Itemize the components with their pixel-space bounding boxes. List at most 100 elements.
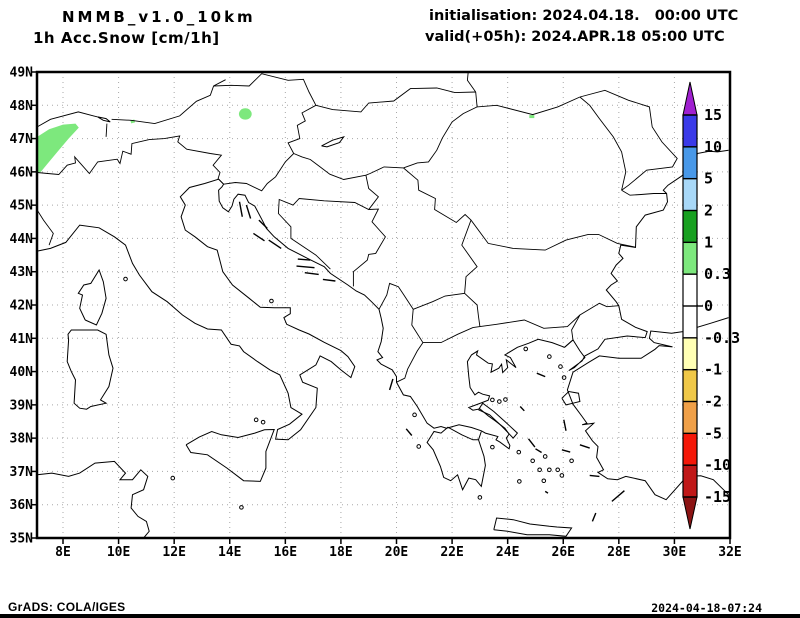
colorbar-segment [683,465,697,497]
island-dot [123,276,128,282]
country-border [466,72,477,93]
colorbar-segment [683,337,697,370]
lat-axis-label: 44N [10,232,34,247]
lon-axis-label: 12E [162,545,185,560]
lat-axis-label: 35N [10,531,34,546]
country-border [105,123,108,137]
country-border [479,302,619,329]
island-dot [542,454,548,459]
island [388,378,394,391]
country-border [287,104,317,154]
island [544,490,549,494]
island [296,265,315,269]
island [268,239,282,249]
lat-axis-label: 37N [10,465,34,480]
lon-axis-label: 18E [329,545,352,560]
init-time-label: initialisation: 2024.04.18. 00:00 UTC [429,8,739,24]
lon-axis-label: 10E [107,545,130,560]
island [535,448,542,454]
colorbar-level-label: -2 [704,393,722,411]
lat-axis-label: 41N [10,332,34,347]
country-border [413,219,478,310]
island-dot [416,444,422,449]
island-dot [558,364,563,369]
island [253,232,265,242]
country-border [352,208,386,287]
colorbar-level-label: -5 [704,424,722,442]
island-dot [523,346,529,352]
island-dot [260,419,266,425]
lon-axis-label: 26E [552,545,575,560]
lat-axis-label: 49N [10,66,34,81]
valid-time-label: valid(+05h): 2024.APR.18 05:00 UTC [425,29,725,45]
coastlines-and-borders [37,72,729,538]
model-title: NMMB_v1.0_10km [62,8,256,26]
island-dot [569,458,574,464]
lat-axis-label: 48N [10,99,34,114]
colorbar-segment [683,210,697,243]
colorbar-level-label: 0 [704,297,713,315]
country-border [403,167,636,251]
country-border [37,135,224,185]
island-dot [559,473,565,478]
island-dot [503,397,508,402]
coastline [561,390,581,406]
country-border [223,153,295,192]
lon-axis-label: 16E [274,545,297,560]
island-dot [547,467,552,473]
country-border [277,175,380,270]
colorbar-segment [683,433,697,466]
island-dot [477,495,483,500]
country-border [579,96,627,191]
island-dot [239,505,244,510]
island-dot [517,479,522,484]
bottom-bar [0,614,800,618]
island-dot [253,417,259,423]
lon-axis-label: 14E [218,545,241,560]
island [536,372,546,378]
island-dot [490,444,495,450]
country-border [475,91,581,116]
coastline [426,426,486,491]
coastline [185,428,275,482]
grid-lines [37,72,730,538]
lon-axis-label: 22E [440,545,463,560]
country-border [403,106,478,169]
country-border [37,111,98,128]
island-dot [516,449,522,455]
colorbar-level-label: 0.3 [704,265,731,283]
coastline [77,268,107,326]
lon-axis-label: 24E [496,545,519,560]
coastline [37,149,729,450]
lat-axis-label: 45N [10,199,34,214]
island-dot [490,397,495,403]
snow-patch [37,123,79,173]
country-border [213,73,317,106]
coastline [478,402,519,439]
lat-axis-label: 36N [10,498,34,513]
lat-axis-label: 40N [10,365,34,380]
colorbar-level-label: -1 [704,361,722,379]
country-border [37,209,54,246]
colorbar-level-label: 1 [704,233,713,251]
colorbar-segment [683,146,697,179]
lat-axis-label: 42N [10,298,34,313]
colorbar-level-label: -15 [704,488,731,506]
island-dot [269,298,274,304]
colorbar: 15 10 5 2 1 0.3 0 -0.3 -1 -2 -5 -10 -15 [682,81,740,530]
axis-ticks [31,71,731,544]
colorbar-level-label: -10 [704,456,731,474]
country-border [396,342,424,383]
colorbar-level-label: 5 [704,170,713,188]
coastline [566,317,729,501]
colorbar-segment [683,369,697,402]
island-dot [497,399,502,404]
island [297,258,311,261]
island [561,449,571,453]
island [563,419,567,431]
country-border [464,292,481,327]
island [591,512,597,522]
colorbar-segment [683,306,697,338]
